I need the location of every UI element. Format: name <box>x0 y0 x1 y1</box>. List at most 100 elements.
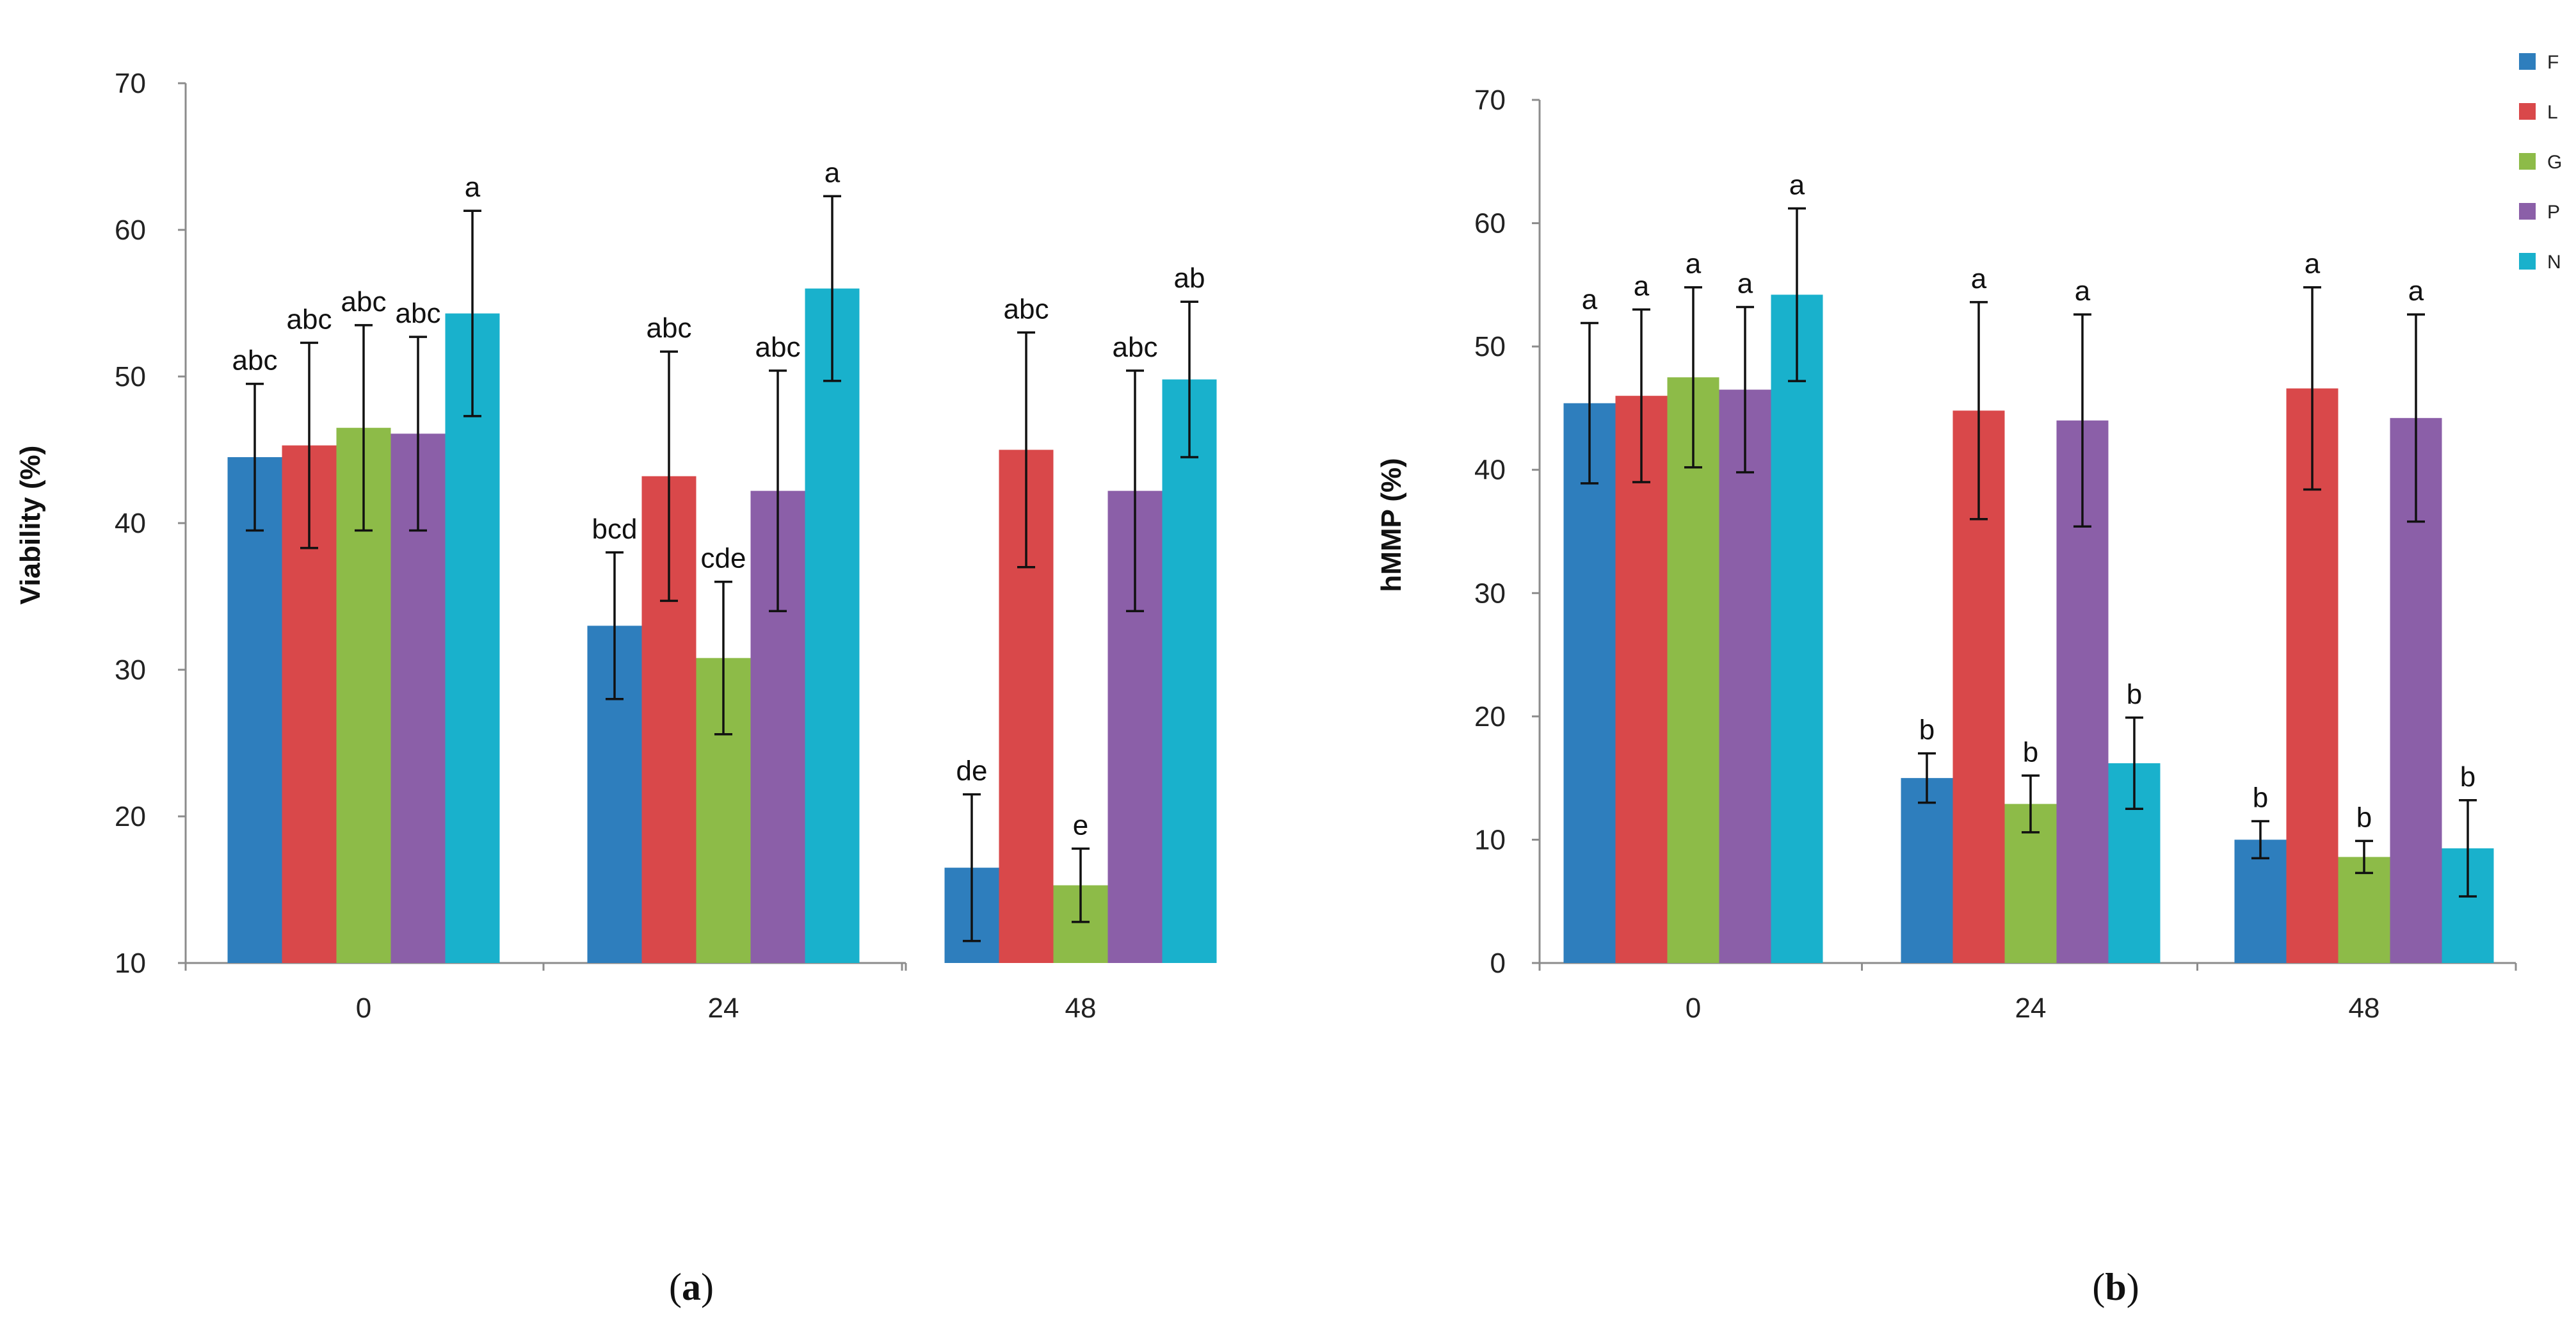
panel-b-error-bar-f-0 <box>1581 321 1598 485</box>
panel-b-significance-label-g-48: b <box>2356 802 2372 833</box>
panel-a-y-axis-title: Viability (%) <box>15 446 46 605</box>
panel-a-bar-n-48 <box>1162 379 1217 963</box>
legend-swatch-n <box>2519 253 2536 270</box>
panel-a-y-tick-label: 10 <box>115 948 146 979</box>
panel-b-y-tick-label: 60 <box>1474 208 1506 239</box>
panel-a-significance-label-g-0: abc <box>341 286 387 318</box>
panel-a-significance-label-n-48: ab <box>1174 263 1205 294</box>
panel-b-bar-f-0 <box>1563 403 1616 963</box>
legend-swatch-l <box>2519 103 2536 120</box>
panel-b-significance-label-g-24: b <box>2023 736 2038 768</box>
panel-a-y-tick-label: 30 <box>115 654 146 686</box>
panel-a-error-bar-l-0 <box>300 341 318 549</box>
panel-a-significance-label-f-0: abc <box>232 344 278 376</box>
panel-b-significance-label-l-24: a <box>1971 263 1987 295</box>
panel-a-significance-label-g-24: cde <box>701 543 746 574</box>
panel-a-error-bar-l-24 <box>660 350 678 603</box>
panel-a-bar-n-24 <box>805 288 860 964</box>
panel-a-error-bar-f-48 <box>963 793 981 943</box>
panel-a-error-bar-n-0 <box>463 209 481 417</box>
panel-b-error-bar-l-48 <box>2303 286 2321 491</box>
panel-a-error-bar-l-48 <box>1017 331 1035 569</box>
panel-b-error-bar-g-48 <box>2355 839 2373 875</box>
panel-b-y-tick-label: 20 <box>1474 701 1506 732</box>
panel-a-significance-label-g-48: e <box>1073 809 1088 841</box>
panel-b-y-tick-label: 70 <box>1474 85 1506 116</box>
legend-swatch-g <box>2519 153 2536 170</box>
legend-swatch-f <box>2519 53 2536 70</box>
panel-b-significance-label-l-48: a <box>2305 248 2321 280</box>
panel-b-y-tick-label: 30 <box>1474 578 1506 609</box>
legend-label-f: F <box>2547 52 2559 73</box>
panel-a-error-bar-g-0 <box>355 324 373 532</box>
panel-b-hmmp-chart: 0 10 20 30 40 50 60 70 0 24 48 a a a a a b a b a b b a b a b hMMP… <box>1376 85 2517 1308</box>
panel-b-bar-p-0 <box>1719 389 1771 963</box>
panel-b-bar-f-48 <box>2234 839 2287 963</box>
panel-a-y-tick-label: 40 <box>115 508 146 539</box>
panel-b-y-tick-label: 10 <box>1474 824 1506 855</box>
panel-a-error-bar-f-0 <box>246 382 264 532</box>
legend-label-n: N <box>2547 252 2561 273</box>
panel-b-error-bar-l-0 <box>1632 308 1650 483</box>
panel-b-significance-label-n-0: a <box>1789 169 1805 200</box>
panel-a-caption-label: (a) <box>669 1266 714 1308</box>
panel-a-caption-letter: a <box>682 1266 701 1308</box>
panel-a-x-tick-label: 0 <box>356 992 371 1024</box>
panel-a-significance-label-l-48: abc <box>1004 293 1049 325</box>
panel-a-y-tick-label: 60 <box>115 214 146 246</box>
legend-label-g: G <box>2547 152 2562 173</box>
panel-b-x-tick-label: 0 <box>1686 992 1701 1024</box>
panel-b-significance-label-g-0: a <box>1686 248 1702 280</box>
panel-b-caption-label: (b) <box>2092 1266 2139 1308</box>
panel-b-error-bar-n-24 <box>2125 716 2143 811</box>
panel-b-error-bar-n-0 <box>1788 207 1806 382</box>
legend-swatch-p <box>2519 203 2536 220</box>
panel-a-significance-label-p-0: abc <box>396 298 441 329</box>
panel-b-error-bar-f-48 <box>2251 820 2269 860</box>
legend-label-p: P <box>2547 202 2560 223</box>
panel-b-bar-l-0 <box>1615 396 1668 963</box>
panel-b-x-tick-label: 24 <box>2015 992 2047 1024</box>
panel-a-error-bar-f-24 <box>606 551 624 700</box>
panel-b-y-tick-label: 50 <box>1474 331 1506 362</box>
panel-b-significance-label-n-24: b <box>2127 679 2142 710</box>
chart-legend: F L G P N <box>2519 52 2562 273</box>
panel-b-plot-area: 0 10 20 30 40 50 60 70 0 24 48 a a a a a b a b a b b a b a b <box>1474 85 2517 1024</box>
panel-b-bar-g-48 <box>2338 857 2390 963</box>
panel-b-significance-label-f-0: a <box>1582 284 1598 316</box>
panel-a-x-tick-label: 48 <box>1065 992 1097 1024</box>
panel-b-x-tick-label: 48 <box>2349 992 2380 1024</box>
panel-a-significance-label-n-0: a <box>465 172 481 203</box>
panel-b-caption-letter: b <box>2105 1266 2126 1308</box>
panel-b-y-tick-label: 0 <box>1490 948 1506 979</box>
panel-a-error-bar-n-24 <box>823 195 841 382</box>
panel-b-error-bar-g-24 <box>2022 774 2040 834</box>
panel-b-bar-g-0 <box>1667 377 1719 963</box>
panel-b-error-bar-p-48 <box>2407 313 2425 523</box>
panel-a-error-bar-n-48 <box>1180 300 1198 458</box>
panel-b-significance-label-p-0: a <box>1737 268 1753 300</box>
panel-a-y-tick-label: 20 <box>115 801 146 832</box>
panel-a-y-tick-label: 50 <box>115 361 146 392</box>
panel-b-significance-label-p-48: a <box>2408 275 2424 307</box>
panel-b-error-bar-p-24 <box>2073 313 2091 528</box>
panel-a-significance-label-p-24: abc <box>755 332 801 363</box>
panel-b-bar-n-0 <box>1771 295 1823 964</box>
panel-b-significance-label-p-24: a <box>2075 275 2091 307</box>
panel-b-error-bar-n-48 <box>2459 799 2477 898</box>
panel-a-bar-n-0 <box>445 313 500 963</box>
panel-b-significance-label-l-0: a <box>1634 270 1650 302</box>
panel-a-error-bar-p-48 <box>1126 369 1144 613</box>
panel-b-significance-label-f-48: b <box>2253 782 2268 814</box>
panel-a-y-tick-label: 70 <box>115 68 146 99</box>
panel-a-significance-label-f-48: de <box>956 756 988 787</box>
panel-a-error-bar-p-0 <box>409 336 427 532</box>
panel-a-significance-label-l-0: abc <box>287 303 332 335</box>
panel-a-significance-label-l-24: abc <box>647 312 692 344</box>
panel-b-bar-f-24 <box>1901 778 1953 963</box>
panel-a-x-tick-label: 24 <box>708 992 739 1024</box>
panel-a-bar-f-0 <box>227 457 282 963</box>
panel-a-significance-label-p-48: abc <box>1113 332 1158 363</box>
